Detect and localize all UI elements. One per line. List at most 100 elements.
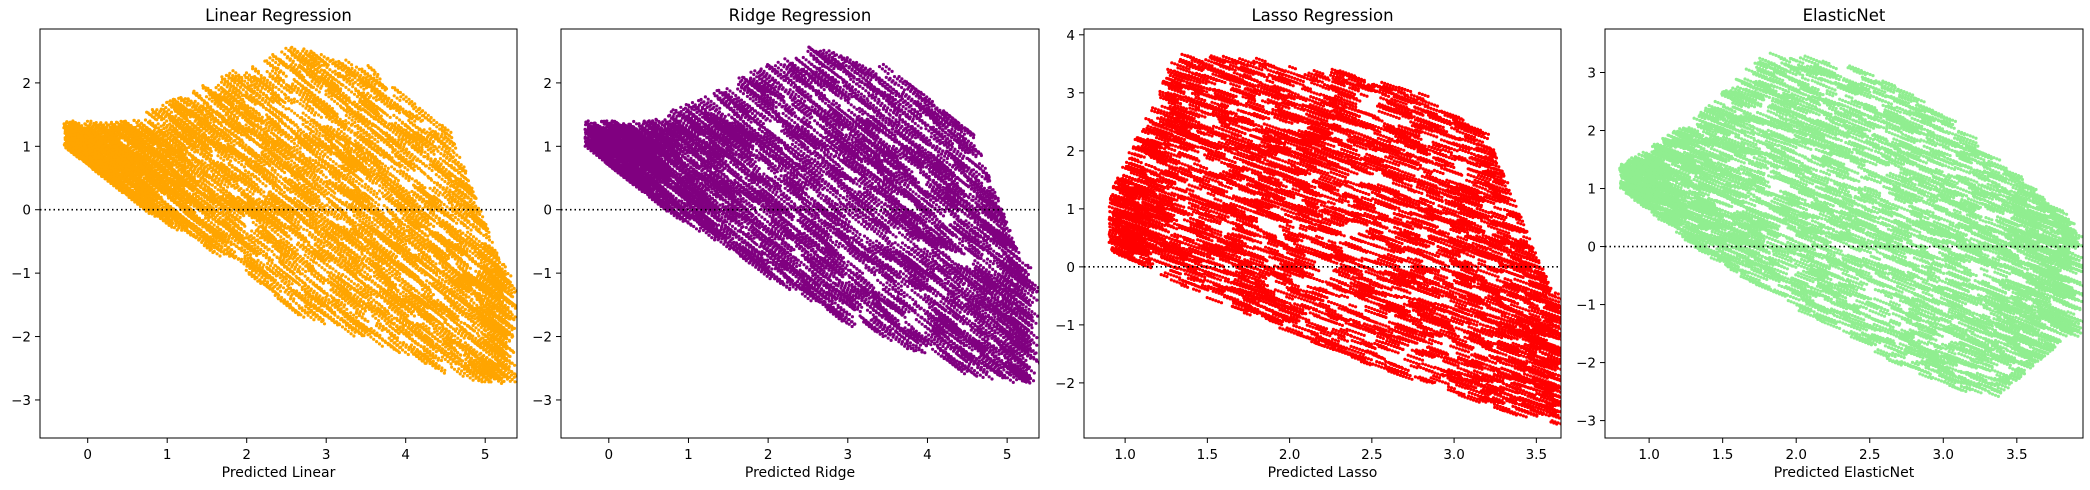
residual-point: [351, 85, 354, 88]
residual-point: [287, 49, 290, 52]
residual-point: [481, 215, 484, 218]
residual-point: [377, 319, 380, 322]
residual-point: [344, 275, 347, 278]
residual-point: [405, 100, 408, 103]
residual-point: [353, 282, 356, 285]
residual-point: [509, 349, 512, 352]
residual-point: [378, 77, 381, 80]
residual-point: [478, 240, 481, 243]
residual-point: [340, 274, 343, 277]
residual-point: [161, 104, 164, 107]
residual-point: [333, 215, 336, 218]
residual-point: [292, 297, 295, 300]
residual-point: [453, 334, 456, 337]
residual-point: [399, 284, 402, 287]
residual-point: [375, 340, 378, 343]
residual-point: [246, 82, 249, 85]
residual-point: [304, 311, 307, 314]
residual-point: [371, 221, 374, 224]
residual-point: [407, 191, 410, 194]
residual-point: [245, 269, 248, 272]
residual-point: [331, 181, 334, 184]
residual-point: [244, 169, 247, 172]
residual-point: [374, 201, 377, 204]
residual-point: [381, 345, 384, 348]
residual-point: [481, 303, 484, 306]
residual-point: [379, 223, 382, 226]
residual-point: [83, 122, 86, 125]
residual-point: [356, 136, 359, 139]
residual-point: [402, 98, 405, 101]
residual-point: [469, 233, 472, 236]
residual-point: [315, 132, 318, 135]
residual-point: [271, 69, 274, 72]
residual-point: [377, 203, 380, 206]
residual-point: [231, 156, 234, 159]
residual-point: [378, 342, 381, 345]
residual-point: [475, 237, 478, 240]
residual-point: [402, 187, 405, 190]
residual-point: [402, 291, 405, 294]
residual-point: [231, 164, 234, 167]
residual-point: [407, 353, 410, 356]
residual-point: [246, 251, 249, 254]
residual-point: [210, 221, 213, 224]
residual-point: [508, 355, 511, 358]
residual-point: [399, 185, 402, 188]
residual-point: [315, 88, 318, 91]
residual-point: [392, 181, 395, 184]
residual-point: [274, 86, 277, 89]
residual-point: [262, 195, 265, 198]
residual-point: [405, 189, 408, 192]
residual-point: [284, 47, 287, 50]
residual-point: [243, 248, 246, 251]
residual-point: [396, 199, 399, 202]
residual-point: [410, 190, 413, 193]
residual-point: [290, 109, 293, 112]
residual-point: [434, 231, 437, 234]
residual-point: [274, 72, 277, 75]
residual-point: [215, 86, 218, 89]
residual-point: [343, 218, 346, 221]
residual-point: [346, 206, 349, 209]
residual-point: [382, 225, 385, 228]
residual-point: [288, 280, 291, 283]
residual-point: [450, 325, 453, 328]
residual-point: [348, 83, 351, 86]
residual-point: [369, 335, 372, 338]
residual-point: [447, 323, 450, 326]
residual-point: [301, 268, 304, 271]
residual-point: [451, 352, 454, 355]
residual-point: [347, 128, 350, 131]
residual-point: [242, 88, 245, 91]
residual-point: [293, 146, 296, 149]
residual-point: [418, 107, 421, 110]
residual-point: [459, 291, 462, 294]
residual-point: [243, 80, 246, 83]
residual-point: [456, 289, 459, 292]
residual-point: [296, 151, 299, 154]
residual-point: [404, 351, 407, 354]
residual-point: [484, 305, 487, 308]
residual-point: [301, 309, 304, 312]
residual-point: [296, 114, 299, 117]
residual-point: [293, 54, 296, 57]
residual-point: [450, 284, 453, 287]
residual-point: [369, 293, 372, 296]
residual-point: [362, 214, 365, 217]
residual-point: [373, 190, 376, 193]
residual-point: [344, 256, 347, 259]
residual-point: [426, 235, 429, 238]
residual-point: [505, 341, 508, 344]
residual-point: [456, 337, 459, 340]
residual-point: [304, 270, 307, 273]
residual-point: [469, 223, 472, 226]
residual-point: [376, 226, 379, 229]
residual-point: [466, 231, 469, 234]
residual-point: [391, 274, 394, 277]
residual-point: [240, 246, 243, 249]
residual-point: [509, 274, 512, 277]
residual-point: [421, 109, 424, 112]
residual-point: [289, 295, 292, 298]
residual-point: [384, 340, 387, 343]
